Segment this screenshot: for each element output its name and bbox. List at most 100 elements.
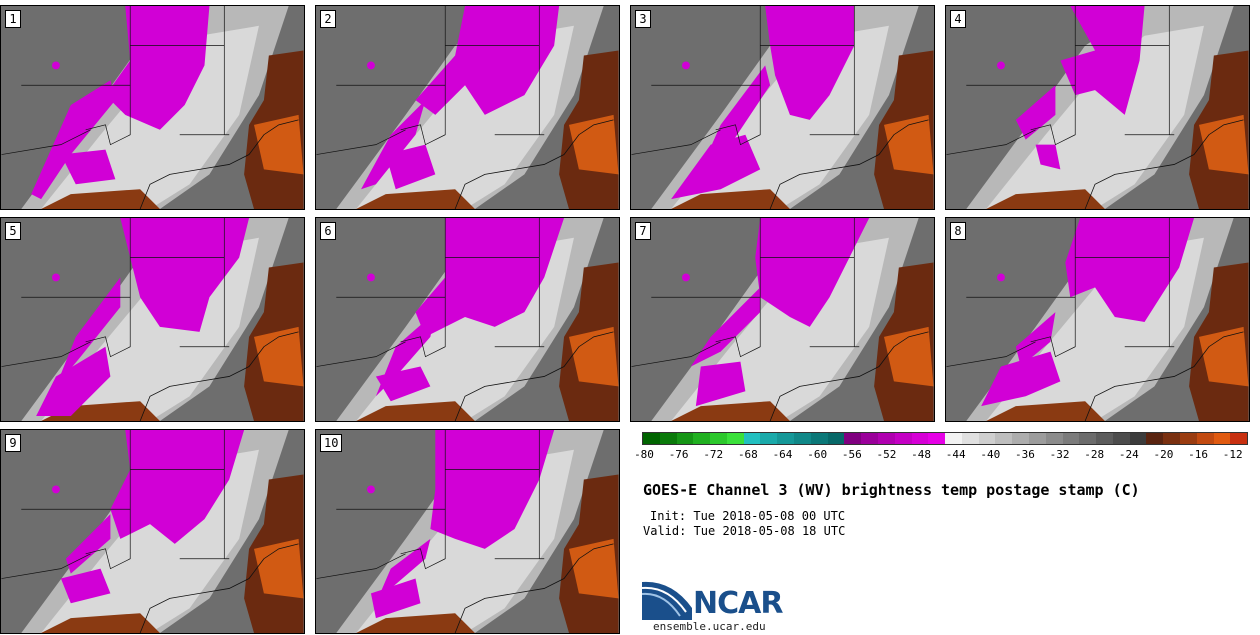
dry-core xyxy=(884,326,934,387)
member-label: 9 xyxy=(5,434,21,452)
state-border xyxy=(651,6,761,86)
moist-plume xyxy=(415,218,565,337)
member-panel-1: 1 xyxy=(0,5,305,210)
coastline xyxy=(769,119,929,209)
state-border xyxy=(316,341,406,367)
state-border xyxy=(336,6,446,86)
member-label: 8 xyxy=(950,222,966,240)
colorbar-swatch xyxy=(1112,433,1130,444)
wv-map xyxy=(316,6,619,209)
southern-dry-area xyxy=(356,401,475,421)
colorbar-swatch xyxy=(861,433,878,444)
colorbar-ticks: -80 -76 -72 -68 -64 -60 -56 -52 -48 -44 -40 -36 -32 -… xyxy=(634,448,1248,464)
colorbar-swatch xyxy=(1028,433,1046,444)
colorbar-tick-label: -56 xyxy=(841,448,862,461)
state-border xyxy=(631,341,721,367)
moist-plume xyxy=(31,80,116,200)
wv-map xyxy=(631,6,934,209)
coastline xyxy=(454,543,614,633)
dry-core xyxy=(1199,114,1249,175)
moist-plume xyxy=(1015,85,1056,140)
moist-plume xyxy=(60,568,111,604)
wv-map xyxy=(316,430,619,633)
colorbar-swatch xyxy=(1163,433,1180,444)
colorbar-tick-label: -60 xyxy=(807,448,828,461)
colorbar-swatch xyxy=(844,433,862,444)
state-border xyxy=(400,509,446,570)
member-label: 4 xyxy=(950,10,966,28)
wv-map xyxy=(1,430,304,633)
colorbar-swatch xyxy=(1230,433,1248,444)
colorbar-swatch xyxy=(810,433,828,444)
state-border xyxy=(21,6,131,86)
moist-cell xyxy=(681,61,690,70)
moist-plume xyxy=(60,149,116,185)
moist-plume xyxy=(1035,144,1061,170)
colorbar-tick-label: -24 xyxy=(1118,448,1139,461)
moist-cell xyxy=(996,61,1005,70)
state-border xyxy=(85,509,131,570)
member-panel-2: 2 xyxy=(315,5,620,210)
coastline xyxy=(1084,119,1244,209)
member-label: 1 xyxy=(5,10,21,28)
colorbar-swatch xyxy=(1096,433,1113,444)
colorbar-swatch xyxy=(777,433,795,444)
state-border xyxy=(1030,297,1076,358)
colorbar-tick-label: -68 xyxy=(737,448,758,461)
state-border xyxy=(946,341,1036,367)
moist-plume xyxy=(1065,218,1195,322)
moist-cell xyxy=(366,485,375,494)
product-title: GOES-E Channel 3 (WV) brightness temp po… xyxy=(643,481,1140,499)
colorbar-swatch xyxy=(911,433,929,444)
state-border xyxy=(336,218,446,298)
dry-core xyxy=(254,114,304,175)
member-label: 7 xyxy=(635,222,651,240)
state-border xyxy=(1,341,91,367)
coastline xyxy=(454,119,614,209)
colorbar-swatch xyxy=(1146,433,1164,444)
state-border xyxy=(946,129,1036,155)
moist-plume xyxy=(415,6,560,115)
member-panel-10: 10 xyxy=(315,429,620,634)
state-border xyxy=(966,6,1076,86)
dry-core xyxy=(254,538,304,599)
moist-plume xyxy=(765,6,855,120)
state-border xyxy=(715,85,761,146)
colorbar-swatch xyxy=(978,433,996,444)
moist-plume xyxy=(370,578,421,619)
moist-plume xyxy=(36,346,111,417)
colorbar-swatch xyxy=(1062,433,1080,444)
dry-core xyxy=(569,538,619,599)
colorbar-swatch xyxy=(894,433,912,444)
colorbar-swatch xyxy=(877,433,895,444)
moist-plume xyxy=(55,277,121,387)
colorbar-swatch xyxy=(693,433,711,444)
colorbar-swatch xyxy=(726,433,744,444)
colorbar-tick-label: -44 xyxy=(945,448,966,461)
wv-map xyxy=(316,218,619,421)
wv-map xyxy=(1,6,304,209)
member-panel-7: 7 xyxy=(630,217,935,422)
state-border xyxy=(1030,85,1076,146)
moist-plume xyxy=(110,430,245,544)
moist-plume xyxy=(981,351,1061,407)
moist-plume xyxy=(695,361,746,407)
colorbar-swatch xyxy=(928,433,946,444)
ncar-wordmark: NCAR xyxy=(693,586,783,621)
moist-plume xyxy=(385,144,436,190)
coastline xyxy=(769,331,929,421)
colorbar-tick-label: -16 xyxy=(1188,448,1208,461)
southern-dry-area xyxy=(986,189,1105,209)
colorbar-tick-label: -28 xyxy=(1084,448,1105,461)
moist-cell xyxy=(681,273,690,282)
dry-core xyxy=(254,326,304,387)
site-url: ensemble.ucar.edu xyxy=(653,620,766,633)
colorbar-swatch xyxy=(1196,433,1214,444)
southern-dry-area xyxy=(671,401,790,421)
moist-plume xyxy=(375,538,431,604)
valid-time: Valid: Tue 2018-05-08 18 UTC xyxy=(643,524,846,538)
init-time: Init: Tue 2018-05-08 00 UTC xyxy=(650,509,846,523)
colorbar-swatch xyxy=(827,433,845,444)
colorbar-tick-label: -32 xyxy=(1049,448,1070,461)
colorbar-swatch xyxy=(1012,433,1029,444)
